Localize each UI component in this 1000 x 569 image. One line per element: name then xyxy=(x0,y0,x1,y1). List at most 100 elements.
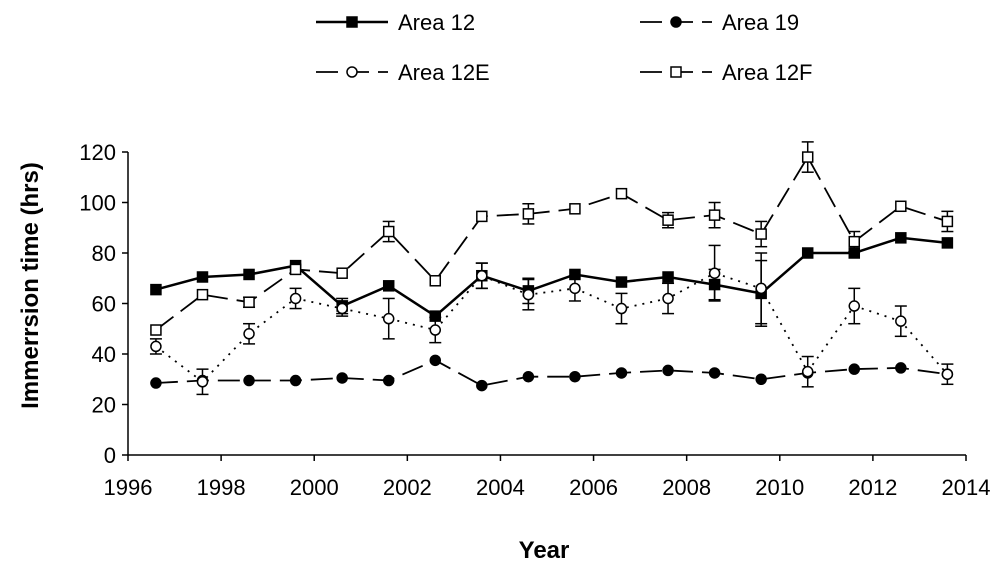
data-point-marker xyxy=(196,376,209,388)
x-axis-ticks: 1996 1998 2000 2002 2004 2006 2008 2010 2012 2014 xyxy=(104,455,991,500)
y-tick-label: 80 xyxy=(92,241,116,266)
y-tick-label: 60 xyxy=(92,292,116,317)
data-point-marker xyxy=(801,151,814,163)
data-point-marker xyxy=(476,269,488,282)
y-tick-label: 40 xyxy=(92,342,116,367)
x-tick-label: 2014 xyxy=(942,475,991,500)
data-point-marker xyxy=(615,187,628,200)
data-point-marker xyxy=(289,263,302,276)
data-point-marker xyxy=(243,374,255,387)
data-point-marker xyxy=(755,228,767,240)
data-point-marker xyxy=(522,288,535,301)
series-line xyxy=(155,272,949,383)
series-area-12f xyxy=(150,141,954,336)
data-point-marker xyxy=(848,300,861,312)
y-axis-ticks: 0 20 40 60 80 100 120 xyxy=(79,140,128,468)
series-line xyxy=(155,359,948,387)
data-point-marker xyxy=(615,276,628,288)
legend-label: Area 12 xyxy=(398,10,475,35)
x-axis-title: Year xyxy=(519,537,570,564)
data-point-marker xyxy=(848,363,861,375)
data-point-marker xyxy=(429,324,442,336)
data-point-marker xyxy=(522,370,535,383)
data-point-marker xyxy=(615,302,628,315)
y-tick-label: 0 xyxy=(104,443,116,468)
data-point-marker xyxy=(346,16,358,28)
data-point-marker xyxy=(382,374,395,387)
data-point-marker xyxy=(895,232,907,244)
data-point-marker xyxy=(382,312,395,325)
x-tick-label: 2004 xyxy=(476,475,525,500)
legend-label: Area 12E xyxy=(398,60,490,85)
x-tick-label: 2000 xyxy=(290,475,339,500)
series-area-12e xyxy=(149,244,954,396)
x-tick-label: 2010 xyxy=(755,475,804,500)
series-area-12 xyxy=(150,232,954,327)
legend: Area 12 Area 19 Area 12E Area 12F xyxy=(316,10,813,85)
legend-label: Area 12F xyxy=(722,60,813,85)
data-point-marker xyxy=(615,367,628,379)
data-point-marker xyxy=(243,268,255,281)
data-point-marker xyxy=(670,66,682,78)
data-point-marker xyxy=(382,280,395,292)
data-point-marker xyxy=(708,267,721,279)
data-point-marker xyxy=(243,328,255,340)
series-line xyxy=(155,236,948,318)
series-line xyxy=(155,155,948,331)
data-point-marker xyxy=(708,367,721,379)
data-point-marker xyxy=(289,292,302,305)
data-point-marker xyxy=(755,282,767,295)
data-point-marker xyxy=(662,292,674,305)
data-point-marker xyxy=(941,237,954,249)
x-tick-label: 1996 xyxy=(104,475,153,500)
x-tick-label: 2002 xyxy=(383,475,432,500)
data-point-marker xyxy=(569,203,581,215)
data-point-marker xyxy=(569,370,581,383)
data-point-marker xyxy=(346,66,358,78)
legend-item: Area 12 xyxy=(316,10,475,35)
data-point-marker xyxy=(670,16,682,28)
data-point-marker xyxy=(801,247,814,259)
data-point-marker xyxy=(569,282,581,295)
y-tick-label: 120 xyxy=(79,140,116,165)
series-area-19 xyxy=(150,354,954,392)
data-point-marker xyxy=(150,377,162,389)
data-point-marker xyxy=(941,215,954,228)
data-point-marker xyxy=(662,271,674,283)
data-point-marker xyxy=(848,235,861,248)
x-tick-label: 1998 xyxy=(197,475,246,500)
data-point-marker xyxy=(289,374,302,387)
data-point-marker xyxy=(196,271,209,283)
data-point-marker xyxy=(476,210,488,223)
y-tick-label: 20 xyxy=(92,393,116,418)
data-point-marker xyxy=(522,208,535,220)
legend-item: Area 19 xyxy=(640,10,799,35)
data-point-marker xyxy=(941,368,954,380)
x-tick-label: 2012 xyxy=(848,475,897,500)
data-point-marker xyxy=(150,283,162,296)
data-point-marker xyxy=(243,296,255,308)
data-point-marker xyxy=(895,315,907,327)
data-point-marker xyxy=(662,214,674,226)
data-point-marker xyxy=(429,275,442,287)
data-point-marker xyxy=(476,379,488,392)
data-point-marker xyxy=(336,267,348,279)
data-point-marker xyxy=(150,324,162,336)
legend-label: Area 19 xyxy=(722,10,799,35)
data-point-marker xyxy=(382,225,395,238)
data-point-marker xyxy=(708,209,721,221)
data-point-marker xyxy=(895,362,907,374)
legend-item: Area 12E xyxy=(316,60,490,85)
legend-item: Area 12F xyxy=(640,60,813,85)
data-point-marker xyxy=(429,354,442,367)
series-layer xyxy=(149,141,954,396)
data-point-marker xyxy=(895,200,907,213)
x-tick-label: 2008 xyxy=(662,475,711,500)
data-point-marker xyxy=(196,288,209,301)
axes: 0 20 40 60 80 100 120 1996 1998 2000 2002 2004 2006… xyxy=(17,140,990,564)
data-point-marker xyxy=(150,340,162,353)
x-tick-label: 2006 xyxy=(569,475,618,500)
data-point-marker xyxy=(336,302,348,315)
